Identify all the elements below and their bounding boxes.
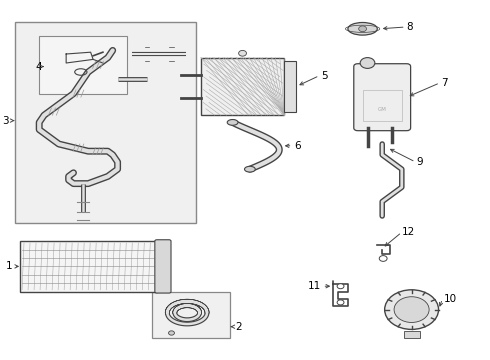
- Text: 4: 4: [35, 62, 42, 72]
- Ellipse shape: [227, 120, 238, 125]
- Text: 5: 5: [321, 71, 328, 81]
- Bar: [15, 22, 196, 223]
- Bar: [201, 58, 284, 115]
- FancyBboxPatch shape: [354, 64, 411, 131]
- Bar: [284, 61, 296, 112]
- Circle shape: [360, 58, 375, 68]
- Text: 8: 8: [407, 22, 414, 32]
- Text: 7: 7: [441, 78, 448, 88]
- Circle shape: [379, 256, 387, 261]
- Circle shape: [337, 284, 344, 289]
- Circle shape: [394, 297, 429, 323]
- Text: 3: 3: [2, 116, 9, 126]
- Text: 12: 12: [402, 227, 415, 237]
- Bar: [404, 331, 419, 338]
- Text: 2: 2: [235, 322, 242, 332]
- Bar: [363, 90, 402, 121]
- Circle shape: [169, 331, 174, 335]
- Bar: [39, 36, 127, 94]
- Text: 11: 11: [308, 281, 321, 291]
- Ellipse shape: [245, 166, 255, 172]
- Text: 1: 1: [5, 261, 12, 271]
- Text: 9: 9: [416, 157, 423, 167]
- FancyBboxPatch shape: [155, 240, 171, 293]
- Circle shape: [385, 290, 439, 329]
- Circle shape: [337, 300, 344, 305]
- Text: GM: GM: [378, 107, 387, 112]
- Text: 10: 10: [443, 294, 457, 304]
- Text: 6: 6: [294, 141, 301, 151]
- Bar: [152, 292, 230, 338]
- Ellipse shape: [348, 22, 377, 35]
- Circle shape: [359, 26, 367, 32]
- Bar: [20, 241, 157, 292]
- Circle shape: [239, 50, 246, 56]
